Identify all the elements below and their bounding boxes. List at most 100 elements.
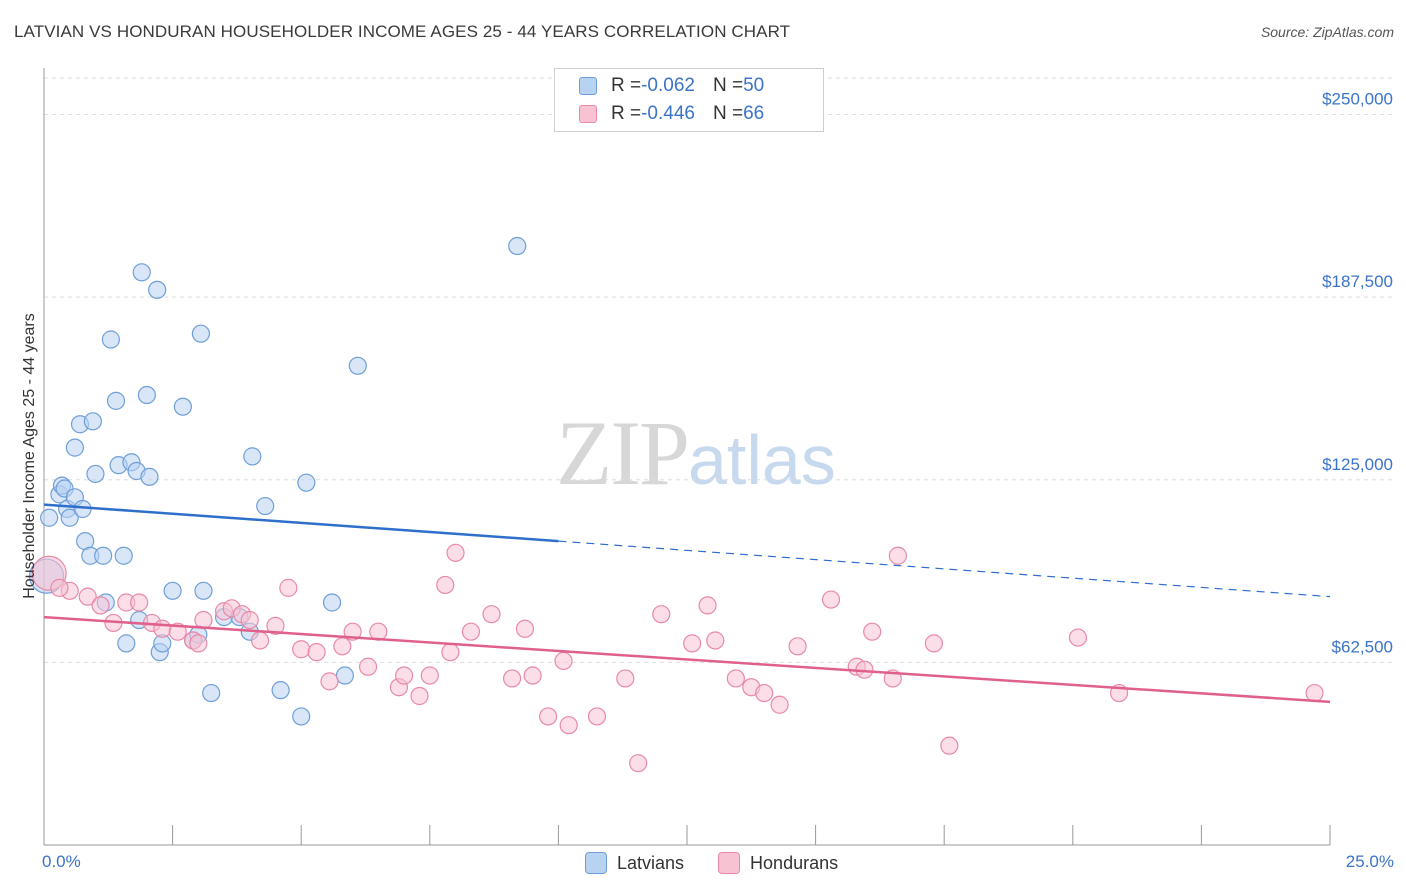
correlation-legend: R = -0.062 N = 50 R = -0.446 N = 66 <box>554 68 824 132</box>
honduran-point <box>240 610 259 630</box>
y-tick-label: $250,000 <box>1322 90 1393 109</box>
honduran-swatch <box>718 852 741 874</box>
latvian-point <box>322 593 342 612</box>
latvian-point <box>114 546 133 565</box>
r-value: -0.062 <box>641 75 695 96</box>
honduran-point <box>307 643 326 662</box>
honduran-point <box>683 634 702 653</box>
y-tick-label: $125,000 <box>1322 455 1393 474</box>
honduran-point <box>539 707 558 726</box>
latvian-point <box>173 397 192 416</box>
latvian-point <box>194 581 213 600</box>
honduran-point <box>503 669 522 688</box>
latvian-point <box>297 473 316 492</box>
honduran-point <box>358 657 378 676</box>
honduran-swatch <box>579 105 597 123</box>
honduran-point <box>515 619 535 638</box>
chart-title: LATVIAN VS HONDURAN HOUSEHOLDER INCOME A… <box>14 22 791 41</box>
honduran-point <box>50 578 69 597</box>
honduran-point <box>320 672 339 691</box>
legend-label: Hondurans <box>750 852 839 873</box>
honduran-point <box>250 631 270 650</box>
latvian-point <box>86 464 105 484</box>
honduran-point <box>629 754 648 773</box>
honduran-point <box>153 619 172 638</box>
honduran-point <box>616 669 635 688</box>
legend-row-hondurans: R = -0.446 N = 66 <box>579 101 764 127</box>
honduran-point <box>698 596 717 615</box>
honduran-point <box>279 578 298 597</box>
honduran-point <box>554 651 573 671</box>
legend-row-latvians: R = -0.062 N = 50 <box>579 73 764 99</box>
latvian-point <box>292 707 311 726</box>
latvian-point <box>101 330 120 349</box>
latvian-point <box>271 681 290 700</box>
honduran-point <box>821 590 841 609</box>
n-label: N = <box>712 103 744 124</box>
y-tick-label: $62,500 <box>1332 637 1393 656</box>
honduran-point <box>940 736 959 755</box>
latvian-point <box>132 263 151 282</box>
latvian-point <box>117 634 136 653</box>
honduran-trend-line <box>43 615 1331 704</box>
r-value: -0.446 <box>641 103 695 124</box>
latvian-point <box>508 236 527 256</box>
honduran-point <box>924 634 944 653</box>
n-label: N = <box>712 75 744 96</box>
y-axis-label: Householder Income Ages 25 - 44 years <box>21 313 38 599</box>
latvian-trend-extension <box>558 540 1331 598</box>
latvian-trend-line <box>43 503 559 543</box>
watermark-zip: ZIP <box>556 402 690 504</box>
honduran-point <box>1305 683 1324 703</box>
r-label: R = <box>611 75 642 96</box>
honduran-point <box>420 666 439 685</box>
n-value: 66 <box>743 103 765 124</box>
x-axis-min-label: 0.0% <box>42 852 81 871</box>
latvian-point <box>137 385 156 405</box>
honduran-point <box>770 695 789 714</box>
latvian-swatch <box>585 852 607 874</box>
latvian-point <box>83 412 102 431</box>
honduran-point <box>587 707 607 726</box>
series-legend: Latvians Hondurans <box>585 852 872 874</box>
legend-item-latvians[interactable]: Latvians <box>585 852 684 874</box>
legend-label: Latvians <box>617 852 685 873</box>
honduran-point <box>888 546 908 565</box>
source-label: Source: ZipAtlas.com <box>1260 24 1394 40</box>
latvian-point <box>65 438 84 457</box>
honduran-point <box>726 669 745 688</box>
latvian-point <box>148 280 167 299</box>
latvian-point <box>243 447 262 466</box>
latvian-point <box>163 581 182 600</box>
latvian-point <box>94 546 113 565</box>
latvian-point <box>191 324 210 343</box>
honduran-point <box>266 616 285 635</box>
latvian-point <box>140 467 159 486</box>
honduran-point <box>788 637 807 656</box>
x-axis-max-label: 25.0% <box>1345 852 1394 871</box>
latvian-point <box>60 508 79 527</box>
latvian-point <box>106 391 126 410</box>
latvian-point <box>202 683 221 703</box>
y-tick-label: $187,500 <box>1322 272 1393 291</box>
latvian-point <box>40 508 59 527</box>
honduran-point <box>168 622 187 641</box>
honduran-point <box>446 543 465 562</box>
watermark-atlas: atlas <box>688 421 836 499</box>
honduran-point <box>394 666 414 685</box>
r-label: R = <box>611 103 642 124</box>
honduran-point <box>523 666 542 685</box>
honduran-point <box>333 637 352 656</box>
honduran-point <box>130 593 149 612</box>
honduran-point <box>559 716 578 735</box>
honduran-point <box>78 587 97 606</box>
latvian-point <box>335 666 355 685</box>
watermark: ZIPatlas <box>556 400 836 506</box>
honduran-point <box>461 622 481 641</box>
honduran-point <box>292 640 311 659</box>
honduran-point <box>706 631 725 650</box>
honduran-point <box>652 605 671 624</box>
honduran-point <box>410 686 429 706</box>
legend-item-hondurans[interactable]: Hondurans <box>718 852 838 874</box>
